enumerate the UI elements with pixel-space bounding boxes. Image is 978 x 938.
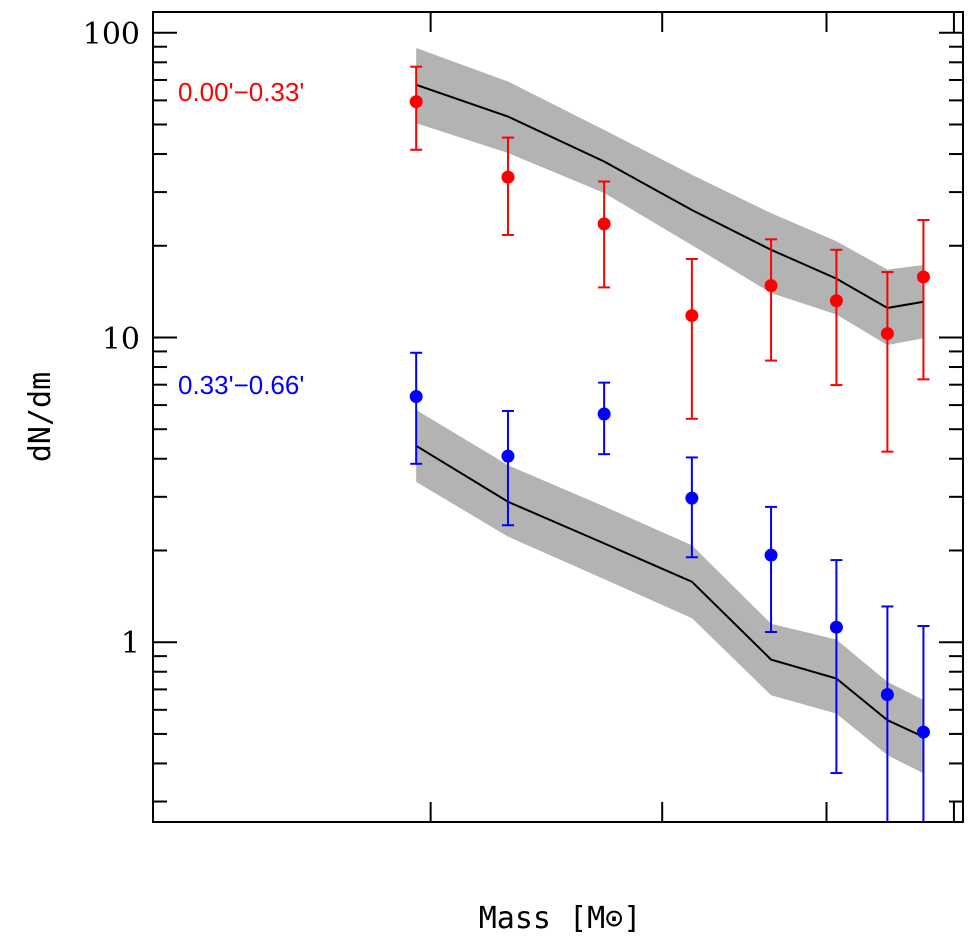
y-axis-title: dN/dm: [23, 372, 58, 462]
data-point: [764, 548, 778, 562]
data-point: [829, 620, 843, 634]
data-point: [409, 95, 423, 109]
model-line-0: [415, 83, 924, 310]
plot-frame: [152, 11, 964, 823]
data-points: [409, 65, 930, 822]
y-tick-label-100: 100: [83, 17, 140, 52]
data-point: [829, 294, 843, 308]
model-band-0: [416, 48, 924, 346]
model-line-1: [415, 444, 924, 738]
x-axis-title: Mass [M⊙]: [479, 901, 642, 936]
data-point: [916, 725, 930, 739]
data-point: [409, 390, 423, 404]
data-point: [597, 407, 611, 421]
data-point: [916, 270, 930, 284]
data-point: [597, 217, 611, 231]
y-tick-label-1: 1: [121, 626, 140, 661]
model-bands: [416, 48, 924, 774]
data-point: [501, 449, 515, 463]
data-point: [685, 309, 699, 323]
data-point: [685, 491, 699, 505]
series-label-inner: 0.00'−0.33': [178, 77, 304, 107]
y-tick-label-10: 10: [102, 322, 140, 357]
data-point: [501, 170, 515, 184]
data-point: [880, 327, 894, 341]
axes: [152, 11, 964, 823]
model-band-1: [416, 410, 924, 774]
data-point: [764, 279, 778, 293]
model-lines: [415, 83, 924, 738]
data-point: [880, 688, 894, 702]
series-label-outer: 0.33'−0.66': [178, 370, 304, 400]
